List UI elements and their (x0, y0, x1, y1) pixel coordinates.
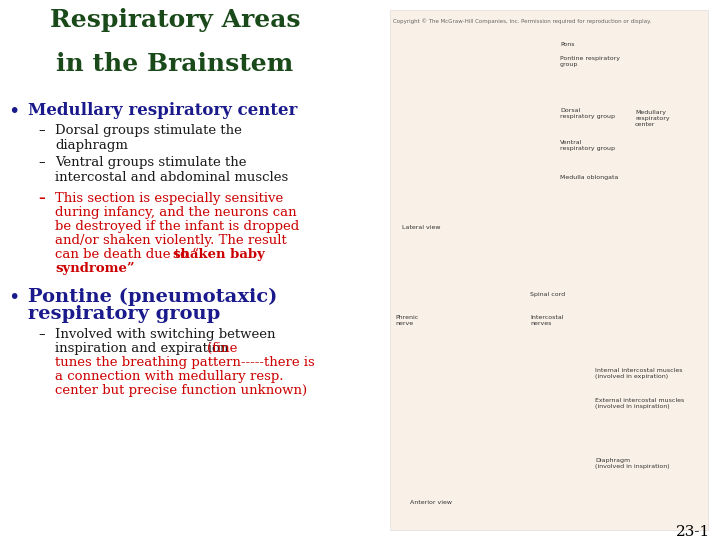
Text: •: • (8, 288, 19, 307)
Text: Medullary
respiratory
center: Medullary respiratory center (635, 110, 670, 126)
Text: Spinal cord: Spinal cord (530, 292, 565, 297)
Text: This section is especially sensitive: This section is especially sensitive (55, 192, 283, 205)
Text: respiratory group: respiratory group (28, 305, 220, 323)
Text: Dorsal
respiratory group: Dorsal respiratory group (560, 108, 615, 119)
Text: Respiratory Areas: Respiratory Areas (50, 8, 300, 32)
Text: Copyright © The McGraw-Hill Companies, Inc. Permission required for reproduction: Copyright © The McGraw-Hill Companies, I… (393, 18, 652, 24)
Text: Ventral groups stimulate the
intercostal and abdominal muscles: Ventral groups stimulate the intercostal… (55, 156, 288, 184)
Text: Intercostal
nerves: Intercostal nerves (530, 315, 564, 326)
Text: Diaphragm
(involved in inspiration): Diaphragm (involved in inspiration) (595, 458, 670, 469)
Text: Internal intercostal muscles
(involved in expiration): Internal intercostal muscles (involved i… (595, 368, 683, 379)
Text: can be death due to “: can be death due to “ (55, 248, 199, 261)
Text: and/or shaken violently. The result: and/or shaken violently. The result (55, 234, 287, 247)
Text: Anterior view: Anterior view (410, 500, 452, 505)
Text: Pons: Pons (560, 42, 575, 47)
Text: during infancy, and the neurons can: during infancy, and the neurons can (55, 206, 297, 219)
FancyBboxPatch shape (390, 10, 708, 530)
Text: –: – (38, 192, 45, 205)
Text: –: – (38, 156, 45, 169)
Text: (fine: (fine (207, 342, 238, 355)
Text: –: – (38, 328, 45, 341)
Text: center but precise function unknown): center but precise function unknown) (55, 384, 307, 397)
Text: External intercostal muscles
(involved in inspiration): External intercostal muscles (involved i… (595, 398, 684, 409)
Text: be destroyed if the infant is dropped: be destroyed if the infant is dropped (55, 220, 300, 233)
Text: Involved with switching between: Involved with switching between (55, 328, 276, 341)
Text: Pontine (pneumotaxic): Pontine (pneumotaxic) (28, 288, 277, 306)
Text: in the Brainstem: in the Brainstem (56, 52, 294, 76)
Text: Dorsal groups stimulate the
diaphragm: Dorsal groups stimulate the diaphragm (55, 124, 242, 152)
Text: Ventral
respiratory group: Ventral respiratory group (560, 140, 615, 151)
Text: Medulla oblongata: Medulla oblongata (560, 175, 618, 180)
Text: Pontine respiratory
group: Pontine respiratory group (560, 56, 620, 67)
Text: •: • (8, 102, 19, 121)
Text: Medullary respiratory center: Medullary respiratory center (28, 102, 297, 119)
Text: a connection with medullary resp.: a connection with medullary resp. (55, 370, 284, 383)
Text: Lateral view: Lateral view (402, 225, 441, 230)
Text: tunes the breathing pattern-----there is: tunes the breathing pattern-----there is (55, 356, 315, 369)
Text: syndrome”: syndrome” (55, 262, 135, 275)
Text: inspiration and expiration: inspiration and expiration (55, 342, 233, 355)
Text: Phrenic
nerve: Phrenic nerve (395, 315, 418, 326)
Text: –: – (38, 124, 45, 137)
Text: shaken baby: shaken baby (173, 248, 265, 261)
Text: 23-1: 23-1 (676, 525, 710, 539)
